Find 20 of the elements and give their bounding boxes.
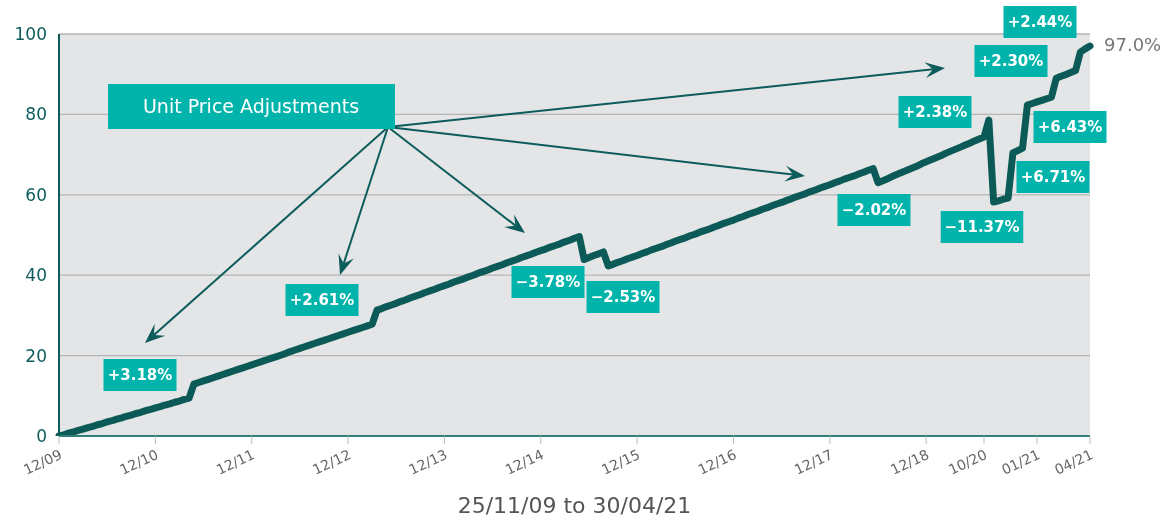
annotation: +3.18% xyxy=(107,366,173,384)
annotation: Unit Price Adjustments xyxy=(142,95,360,117)
y-tick-label: 40 xyxy=(25,265,47,286)
annotation: +2.61% xyxy=(289,291,355,309)
text: +2.44% xyxy=(1007,13,1073,31)
text: 97.0% xyxy=(1104,34,1162,55)
annotation: +6.71% xyxy=(1020,168,1086,186)
annotation: −2.02% xyxy=(841,201,907,219)
y-tick-label: 80 xyxy=(25,104,47,125)
annotation: −11.37% xyxy=(944,218,1020,236)
annotation: −2.53% xyxy=(590,288,656,306)
annotation: +2.38% xyxy=(902,103,968,121)
x-axis-title: 25/11/09 to 30/04/21 xyxy=(457,493,692,518)
annotation: −3.78% xyxy=(515,273,581,291)
y-tick-label: 0 xyxy=(36,426,47,446)
annotation: +2.30% xyxy=(978,52,1044,70)
y-tick-label: 100 xyxy=(14,24,47,44)
y-tick-label: 60 xyxy=(25,184,47,205)
y-tick-label: 20 xyxy=(25,345,47,366)
annotation: +6.43% xyxy=(1037,118,1103,136)
